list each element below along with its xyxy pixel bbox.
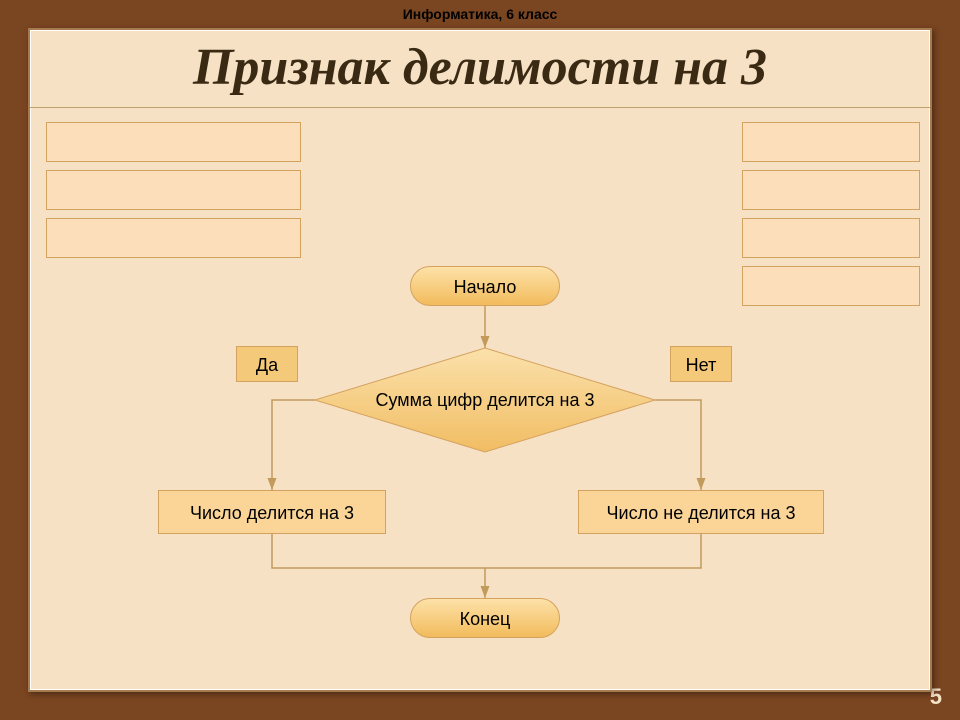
label-yes: Да xyxy=(236,346,298,382)
blank-box xyxy=(46,122,301,162)
blank-box xyxy=(742,218,920,258)
flow-end: Конец xyxy=(410,598,560,638)
blank-box xyxy=(742,122,920,162)
blank-box xyxy=(46,218,301,258)
slide-header: Информатика, 6 класс xyxy=(403,6,558,22)
slide-title: Признак делимости на 3 xyxy=(30,38,930,108)
slide-frame: Признак делимости на 3 Сумма цифр делитс… xyxy=(28,28,932,692)
svg-text:Сумма цифр делится на 3: Сумма цифр делится на 3 xyxy=(376,390,595,410)
result-yes: Число делится на 3 xyxy=(158,490,386,534)
result-no: Число не делится на 3 xyxy=(578,490,824,534)
label-no: Нет xyxy=(670,346,732,382)
flow-start: Начало xyxy=(410,266,560,306)
blank-box xyxy=(742,170,920,210)
blank-box xyxy=(742,266,920,306)
blank-box xyxy=(46,170,301,210)
